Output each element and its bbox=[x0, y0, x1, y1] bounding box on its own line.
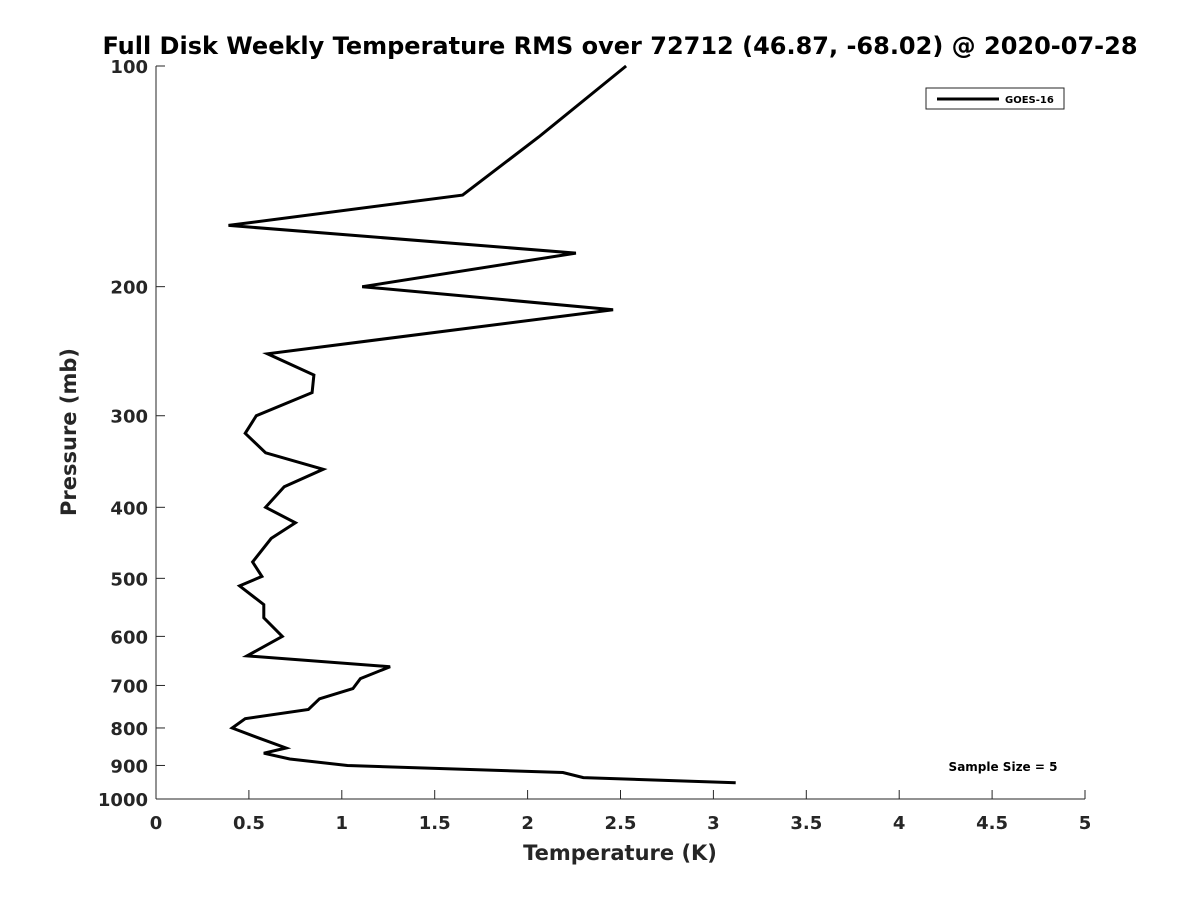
sample-size-annotation: Sample Size = 5 bbox=[949, 760, 1058, 774]
y-tick-label: 400 bbox=[110, 498, 148, 519]
x-tick-label: 4 bbox=[893, 813, 906, 834]
legend: GOES-16 bbox=[925, 87, 1065, 110]
y-tick-label: 800 bbox=[110, 719, 148, 740]
chart-title: Full Disk Weekly Temperature RMS over 72… bbox=[102, 32, 1137, 60]
x-tick-label: 0.5 bbox=[233, 813, 265, 834]
series-group bbox=[228, 64, 736, 785]
x-tick-label: 1.5 bbox=[419, 813, 451, 834]
x-tick-label: 3 bbox=[707, 813, 720, 834]
y-tick-label: 300 bbox=[110, 407, 148, 428]
y-tick-label: 700 bbox=[110, 676, 148, 697]
y-tick-label: 1000 bbox=[98, 790, 148, 811]
series-line-goes-16 bbox=[228, 64, 736, 785]
x-tick-label: 3.5 bbox=[790, 813, 822, 834]
legend-label-goes-16: GOES-16 bbox=[1005, 95, 1054, 106]
x-axis-ticks: 0 0.5 1 1.5 2 2.5 3 3.5 4 4.5 5 bbox=[150, 790, 1092, 834]
y-axis-label: Pressure (mb) bbox=[57, 348, 81, 516]
y-tick-label: 500 bbox=[110, 569, 148, 590]
y-tick-label: 100 bbox=[110, 57, 148, 78]
x-axis-label: Temperature (K) bbox=[523, 841, 717, 865]
plot-area bbox=[156, 66, 1085, 799]
x-tick-label: 4.5 bbox=[976, 813, 1008, 834]
x-tick-label: 5 bbox=[1079, 813, 1092, 834]
x-tick-label: 0 bbox=[150, 813, 163, 834]
x-tick-label: 2.5 bbox=[605, 813, 637, 834]
y-tick-label: 200 bbox=[110, 278, 148, 299]
x-tick-label: 1 bbox=[336, 813, 349, 834]
y-axis-ticks: 100 200 300 400 500 600 700 800 900 1000 bbox=[98, 57, 165, 811]
y-tick-label: 600 bbox=[110, 627, 148, 648]
x-tick-label: 2 bbox=[521, 813, 534, 834]
y-tick-label: 900 bbox=[110, 756, 148, 777]
